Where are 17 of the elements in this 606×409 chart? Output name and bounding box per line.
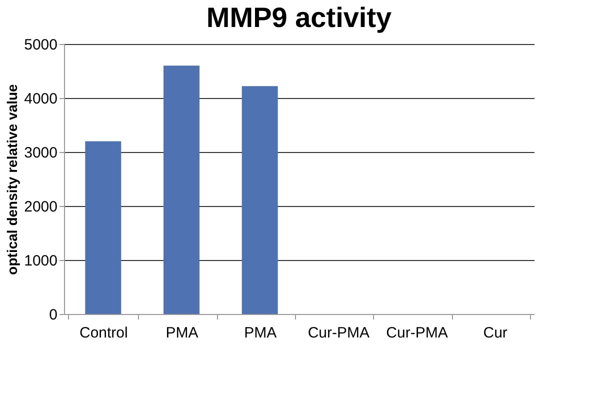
bar [85,141,122,314]
y-tick-label: 1000 [24,252,58,270]
y-axis-title: optical density relative value [4,84,20,275]
x-tick-label: Cur-PMA [308,324,370,342]
chart-title: MMP9 activity [206,2,392,33]
x-tick-label: Control [79,324,128,342]
y-tick-label: 3000 [24,144,58,162]
x-tick-label: PMA [166,324,198,342]
x-tick-label: PMA [244,324,277,342]
y-tick-label: 2000 [24,198,58,216]
bar [164,66,200,314]
x-tick-label: Cur-PMA [386,324,448,342]
y-tick-label: 4000 [24,90,58,108]
bar [242,86,278,314]
y-tick-label: 5000 [24,36,58,54]
y-tick-label: 0 [49,306,58,324]
x-tick-label: Cur [483,324,508,342]
